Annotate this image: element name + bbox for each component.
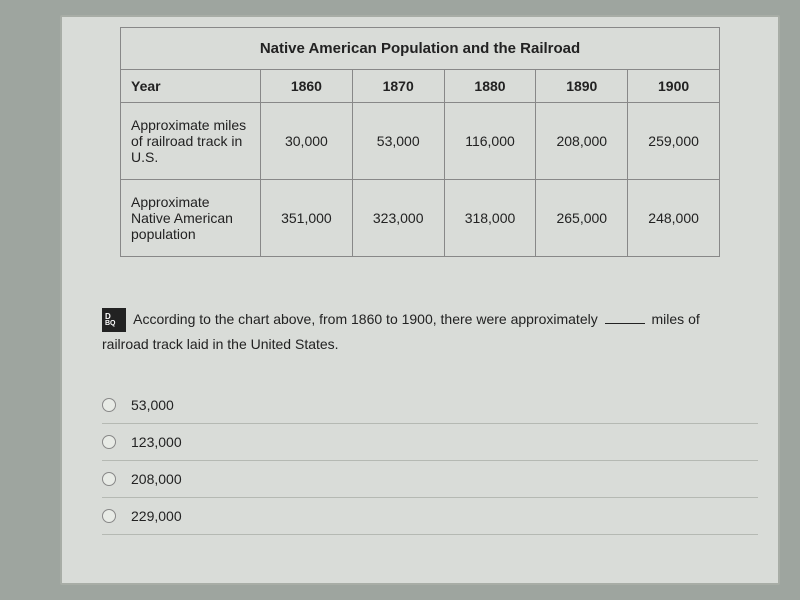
question-line2: railroad track laid in the United States…: [102, 332, 758, 357]
question-prefix: According to the chart above, from 1860 …: [133, 311, 598, 327]
col-header-5: 1900: [628, 70, 720, 103]
col-header-2: 1870: [352, 70, 444, 103]
table-title: Native American Population and the Railr…: [121, 28, 720, 70]
option-row[interactable]: 229,000: [102, 498, 758, 535]
option-label: 53,000: [131, 397, 174, 413]
row-label-1: Approximate Native American population: [121, 180, 261, 257]
cell: 265,000: [536, 180, 628, 257]
cell: 53,000: [352, 103, 444, 180]
data-table: Native American Population and the Railr…: [120, 27, 720, 257]
cell: 208,000: [536, 103, 628, 180]
blank-field: [605, 323, 645, 324]
radio-icon[interactable]: [102, 435, 116, 449]
radio-icon[interactable]: [102, 509, 116, 523]
option-row[interactable]: 123,000: [102, 424, 758, 461]
row-label-0: Approximate miles of railroad track in U…: [121, 103, 261, 180]
question-stem: According to the chart above, from 1860 …: [82, 307, 758, 357]
option-row[interactable]: 208,000: [102, 461, 758, 498]
cell: 259,000: [628, 103, 720, 180]
table-row: Approximate Native American population 3…: [121, 180, 720, 257]
cell: 248,000: [628, 180, 720, 257]
table-row: Approximate miles of railroad track in U…: [121, 103, 720, 180]
question-suffix: miles of: [652, 311, 700, 327]
table-header-row: Year 1860 1870 1880 1890 1900: [121, 70, 720, 103]
question-panel: Native American Population and the Railr…: [60, 15, 780, 585]
option-label: 208,000: [131, 471, 182, 487]
cell: 323,000: [352, 180, 444, 257]
radio-icon[interactable]: [102, 398, 116, 412]
dbq-icon: [102, 308, 126, 332]
cell: 318,000: [444, 180, 536, 257]
option-row[interactable]: 53,000: [102, 387, 758, 424]
col-header-0: Year: [121, 70, 261, 103]
answer-options: 53,000 123,000 208,000 229,000: [82, 387, 758, 535]
cell: 116,000: [444, 103, 536, 180]
option-label: 229,000: [131, 508, 182, 524]
cell: 30,000: [261, 103, 353, 180]
table-title-row: Native American Population and the Railr…: [121, 28, 720, 70]
col-header-3: 1880: [444, 70, 536, 103]
col-header-1: 1860: [261, 70, 353, 103]
cell: 351,000: [261, 180, 353, 257]
option-label: 123,000: [131, 434, 182, 450]
radio-icon[interactable]: [102, 472, 116, 486]
col-header-4: 1890: [536, 70, 628, 103]
